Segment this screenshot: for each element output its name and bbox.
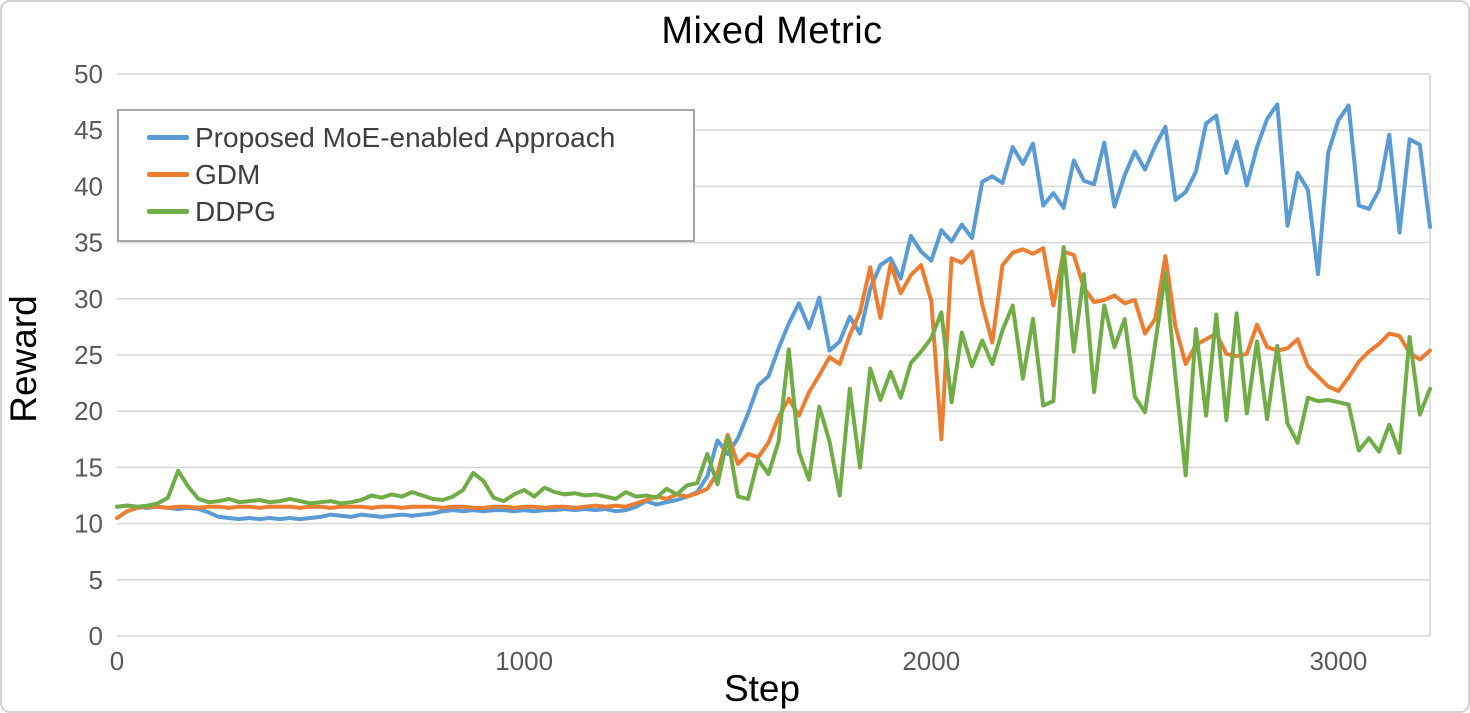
y-tick-label-25: 25 (74, 340, 103, 370)
series-line-gdm (115, 246, 1432, 520)
legend-swatch-proposed (147, 135, 189, 140)
legend: Proposed MoE-enabled Approach GDM DDPG (117, 109, 695, 242)
legend-swatch-ddpg (147, 209, 189, 214)
legend-label-gdm: GDM (195, 158, 261, 190)
x-tick-label-1000: 1000 (495, 646, 553, 676)
legend-label-ddpg: DDPG (195, 195, 276, 227)
legend-item-proposed: Proposed MoE-enabled Approach (147, 119, 683, 156)
series-line-ddpg (115, 245, 1432, 509)
x-tick-label-2000: 2000 (902, 646, 960, 676)
series-line-proposed-moe-enabled-approach (115, 102, 1432, 522)
y-axis-title: Reward (3, 295, 44, 423)
y-tick-label-30: 30 (74, 284, 103, 314)
legend-label-proposed: Proposed MoE-enabled Approach (195, 121, 616, 153)
chart-title: Mixed Metric (661, 10, 883, 52)
x-axis-title: Step (723, 668, 801, 709)
y-tick-label-35: 35 (74, 228, 103, 258)
y-tick-label-5: 5 (89, 565, 103, 595)
y-tick-label-0: 0 (89, 621, 103, 651)
y-tick-label-50: 50 (74, 59, 103, 89)
y-tick-label-15: 15 (74, 452, 103, 482)
y-tick-label-40: 40 (74, 171, 103, 201)
x-tick-label-3000: 3000 (1309, 646, 1367, 676)
legend-item-gdm: GDM (147, 156, 683, 193)
legend-item-ddpg: DDPG (147, 193, 683, 230)
y-tick-label-20: 20 (74, 396, 103, 426)
y-tick-label-45: 45 (74, 115, 103, 145)
legend-swatch-gdm (147, 172, 189, 177)
y-tick-label-10: 10 (74, 509, 103, 539)
x-tick-label-0: 0 (110, 646, 124, 676)
